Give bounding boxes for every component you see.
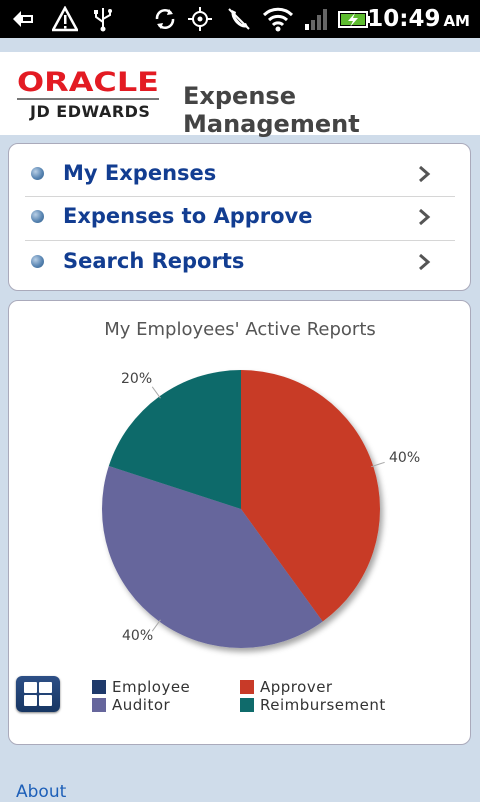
pie-label-approver: 40% [389, 450, 420, 466]
legend-label: Reimbursement [260, 696, 386, 714]
logo-divider [17, 98, 159, 100]
usb-icon [94, 8, 112, 32]
legend-label: Approver [260, 678, 333, 696]
menu-card: My Expenses Expenses to Approve Search R… [8, 143, 471, 291]
clock-time: 10:49 [367, 6, 441, 32]
oracle-logo: ORACLE [17, 67, 159, 96]
legend-swatch [92, 698, 106, 712]
bullet-icon [31, 167, 44, 180]
pie-slices [101, 370, 380, 648]
chart-card: My Employees' Active Reports 40% 40% 20%… [8, 300, 471, 745]
legend-swatch [240, 698, 254, 712]
pie-leader-line [151, 386, 161, 399]
bullet-icon [31, 255, 44, 268]
bullet-icon [31, 210, 44, 223]
sync-icon [155, 9, 175, 29]
signal-icon [305, 9, 327, 30]
grid-icon-cell [24, 682, 37, 693]
clock: 10:49 AM [367, 6, 470, 34]
menu-item-expenses-to-approve[interactable]: Expenses to Approve [25, 195, 455, 239]
pie-slice-approver [241, 370, 380, 622]
grid-icon-cell [39, 695, 52, 706]
battery-charging-icon [338, 11, 370, 28]
pie-slice-auditor [101, 466, 323, 648]
jd-edwards-logo-text: JD EDWARDS [30, 102, 151, 121]
wifi-icon [262, 7, 294, 32]
pie-leader-line [371, 461, 385, 468]
warning-icon [52, 6, 78, 32]
no-phone-icon [228, 8, 250, 30]
about-link[interactable]: About [16, 782, 67, 802]
chevron-right-icon [419, 208, 431, 226]
menu-item-label: Search Reports [63, 249, 245, 273]
pie-chart: My Employees' Active Reports 40% 40% 20% [101, 319, 420, 648]
menu-item-label: Expenses to Approve [63, 204, 313, 228]
menu-item-label: My Expenses [63, 161, 217, 185]
grid-icon-cell [39, 682, 52, 693]
legend-swatch [240, 680, 254, 694]
pie-slice-reimbursement [108, 370, 241, 509]
menu-divider [25, 196, 455, 197]
chart-menu-button[interactable] [16, 676, 60, 712]
menu-item-search-reports[interactable]: Search Reports [25, 240, 455, 284]
status-bar: 10:49 AM [0, 0, 480, 38]
chart-title: My Employees' Active Reports [104, 319, 376, 340]
gps-icon [188, 7, 212, 31]
chevron-right-icon [419, 253, 431, 271]
grid-icon-cell [24, 695, 37, 706]
clock-ampm: AM [443, 12, 470, 30]
app-header: ORACLE JD EDWARDS Expense Management [0, 52, 480, 138]
pie-leader-line [151, 619, 161, 632]
pie-label-auditor: 40% [122, 628, 153, 644]
pie-leader-lines [151, 386, 385, 632]
page-title: Expense Management [183, 82, 360, 138]
menu-divider [25, 240, 455, 241]
legend-label: Employee [112, 678, 191, 696]
menu-item-my-expenses[interactable]: My Expenses [25, 152, 455, 196]
oracle-logo-text: ORACLE [17, 67, 159, 96]
legend-swatch [92, 680, 106, 694]
chevron-right-icon [419, 165, 431, 183]
usb-debug-icon [13, 11, 33, 27]
pie-label-reimbursement: 20% [121, 371, 152, 387]
legend-label: Auditor [112, 696, 171, 714]
